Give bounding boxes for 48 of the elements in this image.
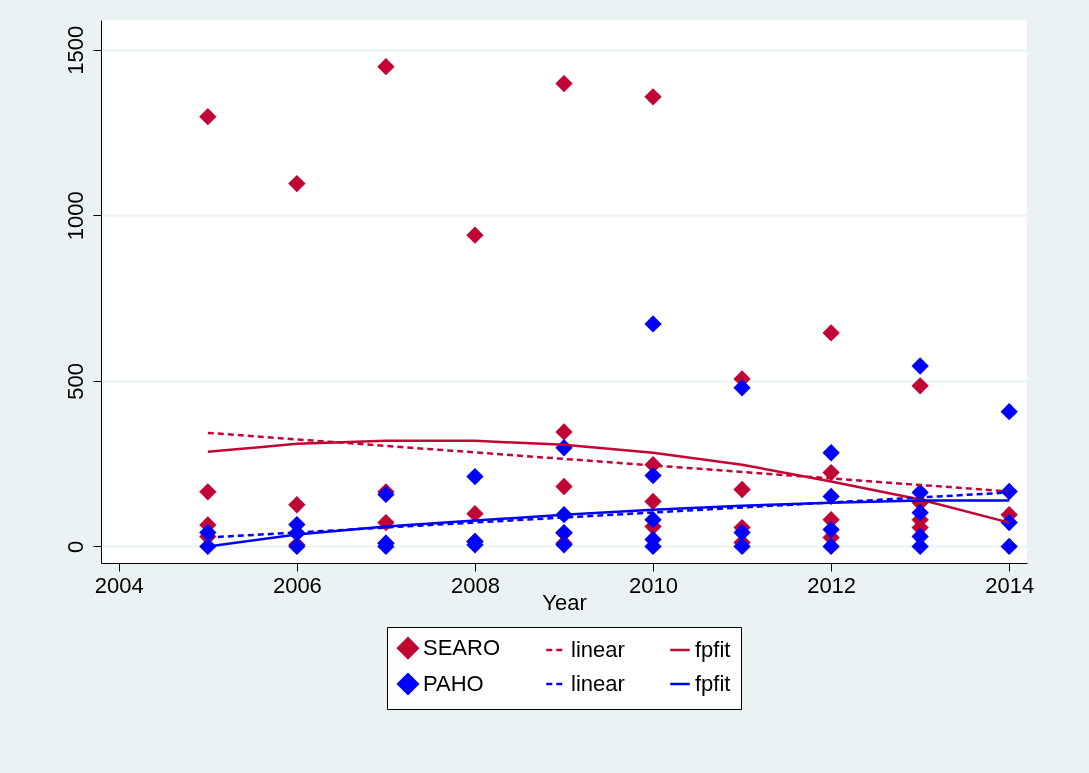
point	[822, 324, 840, 342]
point	[822, 463, 840, 482]
point	[733, 537, 751, 556]
point	[644, 510, 662, 529]
x-tick-label: 2010	[629, 572, 679, 598]
point	[911, 357, 929, 375]
point	[822, 487, 840, 506]
y-tick-label: 1500	[62, 25, 88, 75]
legend-label: linear	[571, 637, 625, 662]
point	[466, 467, 484, 486]
point	[644, 88, 662, 106]
point	[555, 423, 573, 441]
y-tick-label: 500	[62, 363, 88, 400]
legend-label: fpfit	[695, 637, 731, 662]
point	[644, 315, 662, 333]
point	[555, 477, 573, 496]
legend-label: PAHO	[423, 671, 484, 696]
x-tick-label: 2004	[94, 572, 144, 598]
legend-label: linear	[571, 671, 625, 696]
point	[199, 483, 217, 501]
x-tick-label: 2006	[272, 572, 322, 598]
point	[644, 492, 662, 511]
point	[1000, 537, 1018, 556]
x-axis-title: Year	[542, 589, 587, 615]
y-tick-label: 1000	[62, 191, 88, 241]
point	[288, 174, 306, 193]
point	[377, 58, 395, 76]
point	[733, 523, 751, 542]
point	[733, 379, 751, 397]
point	[199, 108, 217, 126]
legend-label: fpfit	[695, 671, 731, 696]
point	[466, 505, 484, 523]
point	[911, 504, 929, 522]
point	[555, 74, 573, 93]
x-tick-label: 2012	[807, 572, 857, 598]
y-tick-label: 0	[62, 540, 88, 554]
point	[911, 377, 929, 395]
point	[288, 496, 306, 514]
legend-label: SEARO	[423, 635, 501, 661]
point	[466, 226, 484, 244]
point	[644, 466, 662, 485]
point	[733, 480, 751, 499]
point	[822, 537, 840, 556]
x-tick-label: 2014	[985, 572, 1035, 598]
x-tick-label: 2008	[450, 572, 500, 598]
point	[1000, 403, 1018, 421]
point	[822, 520, 840, 539]
point	[822, 444, 840, 462]
